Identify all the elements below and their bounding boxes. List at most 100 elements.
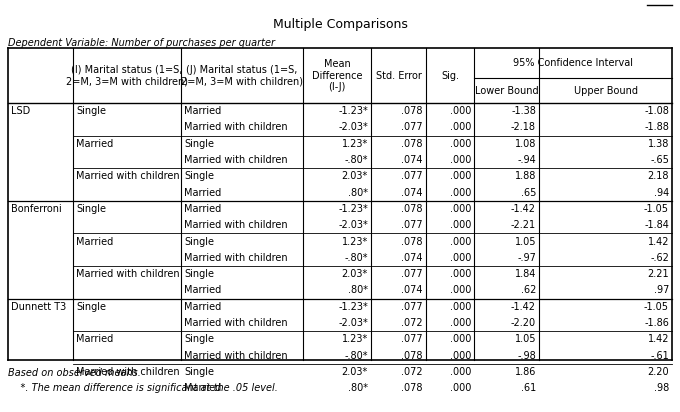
Text: .077: .077	[401, 335, 423, 344]
Text: .074: .074	[401, 253, 423, 263]
Text: Married: Married	[76, 335, 114, 344]
Text: Married: Married	[76, 139, 114, 149]
Text: .000: .000	[449, 187, 471, 198]
Text: .078: .078	[401, 106, 423, 116]
Text: .94: .94	[653, 187, 669, 198]
Text: .80*: .80*	[348, 286, 368, 295]
Text: .000: .000	[449, 220, 471, 230]
Text: -.61: -.61	[650, 351, 669, 360]
Text: Married: Married	[184, 286, 221, 295]
Text: Bonferroni: Bonferroni	[11, 204, 62, 214]
Text: 1.23*: 1.23*	[342, 335, 368, 344]
Text: .62: .62	[521, 286, 536, 295]
Text: .65: .65	[521, 187, 536, 198]
Text: Upper Bound: Upper Bound	[573, 86, 638, 96]
Text: 2.21: 2.21	[647, 269, 669, 279]
Text: Mean
Difference
(I-J): Mean Difference (I-J)	[311, 59, 362, 92]
Text: Married with children: Married with children	[184, 122, 288, 132]
Text: Married: Married	[184, 302, 221, 312]
Text: -1.42: -1.42	[511, 204, 536, 214]
Text: Multiple Comparisons: Multiple Comparisons	[273, 18, 407, 31]
Text: .000: .000	[449, 253, 471, 263]
Text: .000: .000	[449, 204, 471, 214]
Text: Single: Single	[184, 171, 214, 181]
Text: .000: .000	[449, 318, 471, 328]
Text: 95% Confidence Interval: 95% Confidence Interval	[513, 58, 633, 68]
Text: (J) Marital status (1=S,
2=M, 3=M with children): (J) Marital status (1=S, 2=M, 3=M with c…	[181, 65, 303, 86]
Text: Married: Married	[184, 204, 221, 214]
Text: -1.23*: -1.23*	[338, 204, 368, 214]
Text: Married with children: Married with children	[76, 367, 180, 377]
Text: -.94: -.94	[517, 155, 536, 165]
Text: Dependent Variable: Number of purchases per quarter: Dependent Variable: Number of purchases …	[8, 38, 275, 48]
Text: .000: .000	[449, 367, 471, 377]
Text: Std. Error: Std. Error	[375, 70, 422, 80]
Text: 1.84: 1.84	[515, 269, 536, 279]
Text: -1.42: -1.42	[511, 302, 536, 312]
Text: .61: .61	[521, 383, 536, 393]
Text: Dunnett T3: Dunnett T3	[11, 302, 66, 312]
Text: 1.05: 1.05	[515, 335, 536, 344]
Text: -.80*: -.80*	[345, 155, 368, 165]
Text: Based on observed means.: Based on observed means.	[8, 368, 141, 378]
Text: .074: .074	[401, 187, 423, 198]
Text: 1.23*: 1.23*	[342, 236, 368, 246]
Text: 2.03*: 2.03*	[342, 367, 368, 377]
Text: Single: Single	[184, 236, 214, 246]
Text: -1.23*: -1.23*	[338, 106, 368, 116]
Text: .077: .077	[401, 302, 423, 312]
Text: Married: Married	[76, 236, 114, 246]
Text: -2.03*: -2.03*	[338, 220, 368, 230]
Text: .078: .078	[401, 351, 423, 360]
Text: .000: .000	[449, 286, 471, 295]
Text: -.65: -.65	[650, 155, 669, 165]
Text: .078: .078	[401, 204, 423, 214]
Text: Single: Single	[184, 335, 214, 344]
Text: -2.20: -2.20	[511, 318, 536, 328]
Text: .000: .000	[449, 171, 471, 181]
Text: -1.05: -1.05	[644, 302, 669, 312]
Text: Married: Married	[184, 106, 221, 116]
Text: Single: Single	[76, 106, 106, 116]
Text: Married with children: Married with children	[76, 171, 180, 181]
Text: .077: .077	[401, 269, 423, 279]
Text: Married: Married	[184, 187, 221, 198]
Text: -1.86: -1.86	[644, 318, 669, 328]
Text: Married with children: Married with children	[184, 253, 288, 263]
Text: .074: .074	[401, 155, 423, 165]
Text: .077: .077	[401, 171, 423, 181]
Text: .078: .078	[401, 383, 423, 393]
Text: -1.23*: -1.23*	[338, 302, 368, 312]
Text: .97: .97	[653, 286, 669, 295]
Text: -.80*: -.80*	[345, 253, 368, 263]
Text: Married with children: Married with children	[184, 220, 288, 230]
Text: *. The mean difference is significant at the .05 level.: *. The mean difference is significant at…	[8, 383, 278, 393]
Text: Single: Single	[184, 367, 214, 377]
Text: 1.86: 1.86	[515, 367, 536, 377]
Text: Single: Single	[76, 302, 106, 312]
Text: .80*: .80*	[348, 187, 368, 198]
Text: -1.84: -1.84	[644, 220, 669, 230]
Text: .077: .077	[401, 220, 423, 230]
Text: .000: .000	[449, 236, 471, 246]
Text: 1.42: 1.42	[647, 236, 669, 246]
Text: 1.88: 1.88	[515, 171, 536, 181]
Text: -2.21: -2.21	[511, 220, 536, 230]
Text: (I) Marital status (1=S,
2=M, 3=M with children): (I) Marital status (1=S, 2=M, 3=M with c…	[66, 65, 188, 86]
Text: .000: .000	[449, 155, 471, 165]
Text: -.80*: -.80*	[345, 351, 368, 360]
Text: .000: .000	[449, 139, 471, 149]
Text: -2.03*: -2.03*	[338, 318, 368, 328]
Text: .000: .000	[449, 351, 471, 360]
Text: .000: .000	[449, 106, 471, 116]
Text: .000: .000	[449, 122, 471, 132]
Text: -.98: -.98	[517, 351, 536, 360]
Text: .072: .072	[401, 367, 423, 377]
Text: -.97: -.97	[517, 253, 536, 263]
Text: 1.05: 1.05	[515, 236, 536, 246]
Text: Lower Bound: Lower Bound	[475, 86, 539, 96]
Text: Married with children: Married with children	[184, 318, 288, 328]
Text: -1.08: -1.08	[644, 106, 669, 116]
Text: Married with children: Married with children	[76, 269, 180, 279]
Text: .000: .000	[449, 383, 471, 393]
